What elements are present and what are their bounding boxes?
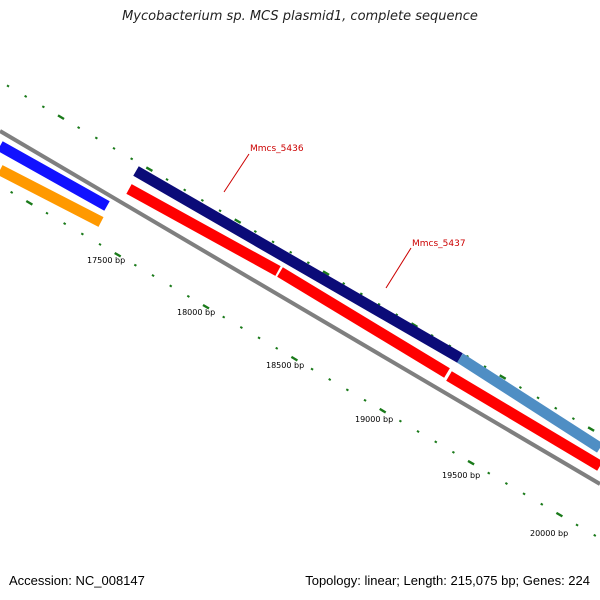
inner-ruler-tick (25, 199, 34, 206)
gene-mmcs-5437[interactable] (277, 267, 450, 378)
outer-ruler-tick (57, 114, 65, 121)
inner-ruler-tick (451, 450, 455, 454)
bp-label-19000: 19000 bp (355, 415, 393, 424)
map-title: Mycobacterium sp. MCS plasmid1, complete… (122, 9, 478, 24)
inner-ruler-tick (186, 294, 190, 298)
inner-ruler-tick (114, 251, 122, 258)
inner-ruler-tick (555, 511, 564, 518)
inner-ruler-tick (98, 242, 102, 246)
outer-ruler-tick (200, 198, 204, 202)
inner-ruler-tick (540, 502, 544, 506)
outer-ruler-tick (322, 270, 330, 276)
feature-red-2[interactable] (446, 371, 600, 471)
bp-label-18000: 18000 bp (177, 308, 215, 317)
callout-line-mmcs-5437 (385, 247, 412, 289)
outer-ruler-tick (359, 292, 363, 296)
outer-ruler-tick (289, 250, 293, 254)
inner-ruler-tick (222, 315, 226, 319)
outer-ruler-tick (499, 374, 507, 380)
accession-text: Accession: NC_008147 (9, 573, 145, 588)
inner-ruler-tick (593, 533, 597, 537)
inner-ruler-tick (522, 492, 526, 496)
feature-blue (0, 141, 110, 211)
inner-ruler-tick (416, 430, 420, 433)
outer-ruler-tick (536, 396, 540, 400)
outer-ruler-tick (77, 126, 81, 130)
outer-ruler-tick (395, 313, 399, 317)
outer-ruler-tick (253, 230, 257, 233)
inner-ruler-tick (379, 407, 387, 414)
inner-ruler-tick (63, 222, 67, 226)
outer-ruler-tick (218, 209, 222, 213)
sequence-summary: Topology: linear; Length: 215,075 bp; Ge… (305, 573, 590, 588)
gene-label-mmcs-5436[interactable]: Mmcs_5436 (250, 144, 304, 154)
gene-label-mmcs-5437[interactable]: Mmcs_5437 (412, 239, 466, 249)
inner-ruler-tick (202, 303, 210, 310)
inner-ruler-tick (487, 471, 491, 475)
outer-ruler-tick (271, 240, 275, 244)
inner-ruler-tick (80, 232, 84, 236)
inner-ruler-tick (504, 482, 508, 485)
bp-label-17500: 17500 bp (87, 256, 125, 265)
outer-ruler-tick (483, 365, 487, 369)
inner-ruler-tick (275, 346, 279, 350)
outer-ruler-tick (41, 105, 45, 109)
feature-steel-blue[interactable] (457, 353, 600, 453)
outer-ruler-tick (587, 426, 595, 432)
outer-tick-track (6, 84, 595, 432)
inner-ruler-tick (467, 459, 475, 466)
outer-ruler-tick (94, 136, 98, 140)
outer-ruler-tick (130, 157, 134, 161)
outer-ruler-tick (24, 94, 28, 98)
outer-ruler-tick (518, 386, 522, 389)
feature-red-1[interactable] (126, 184, 281, 276)
inner-ruler-tick (257, 336, 261, 340)
outer-ruler-tick (430, 334, 434, 337)
inner-ruler-tick (575, 523, 579, 527)
inner-ruler-tick (398, 419, 402, 423)
inner-ruler-tick (151, 274, 155, 278)
callout-line-mmcs-5436 (223, 153, 250, 193)
inner-tick-track (10, 190, 597, 537)
inner-ruler-tick (363, 398, 367, 402)
inner-ruler-tick (169, 284, 173, 288)
inner-ruler-tick (434, 440, 438, 444)
inner-ruler-tick (345, 388, 349, 392)
outer-ruler-tick (183, 188, 187, 192)
bp-label-18500: 18500 bp (266, 361, 304, 370)
bp-label-19500: 19500 bp (442, 471, 480, 480)
inner-ruler-tick (328, 378, 332, 381)
outer-ruler-tick (112, 146, 116, 150)
inner-ruler-tick (133, 263, 137, 267)
feature-orange (0, 165, 104, 227)
outer-ruler-tick (234, 218, 242, 224)
outer-ruler-tick (554, 406, 558, 410)
inner-ruler-tick (10, 190, 14, 194)
outer-ruler-tick (145, 166, 153, 172)
outer-ruler-tick (342, 282, 346, 285)
inner-ruler-tick (239, 326, 243, 329)
bp-label-20000: 20000 bp (530, 529, 568, 538)
inner-ruler-tick (310, 367, 314, 371)
outer-ruler-tick (165, 178, 169, 182)
inner-ruler-tick (290, 355, 299, 362)
sequence-backbone (0, 129, 600, 486)
outer-ruler-tick (6, 84, 10, 88)
outer-ruler-tick (377, 302, 381, 306)
outer-ruler-tick (571, 417, 575, 421)
outer-ruler-tick (306, 261, 310, 265)
inner-ruler-tick (45, 211, 49, 215)
outer-ruler-tick (410, 322, 419, 328)
gene-mmcs-5436[interactable] (133, 166, 463, 363)
